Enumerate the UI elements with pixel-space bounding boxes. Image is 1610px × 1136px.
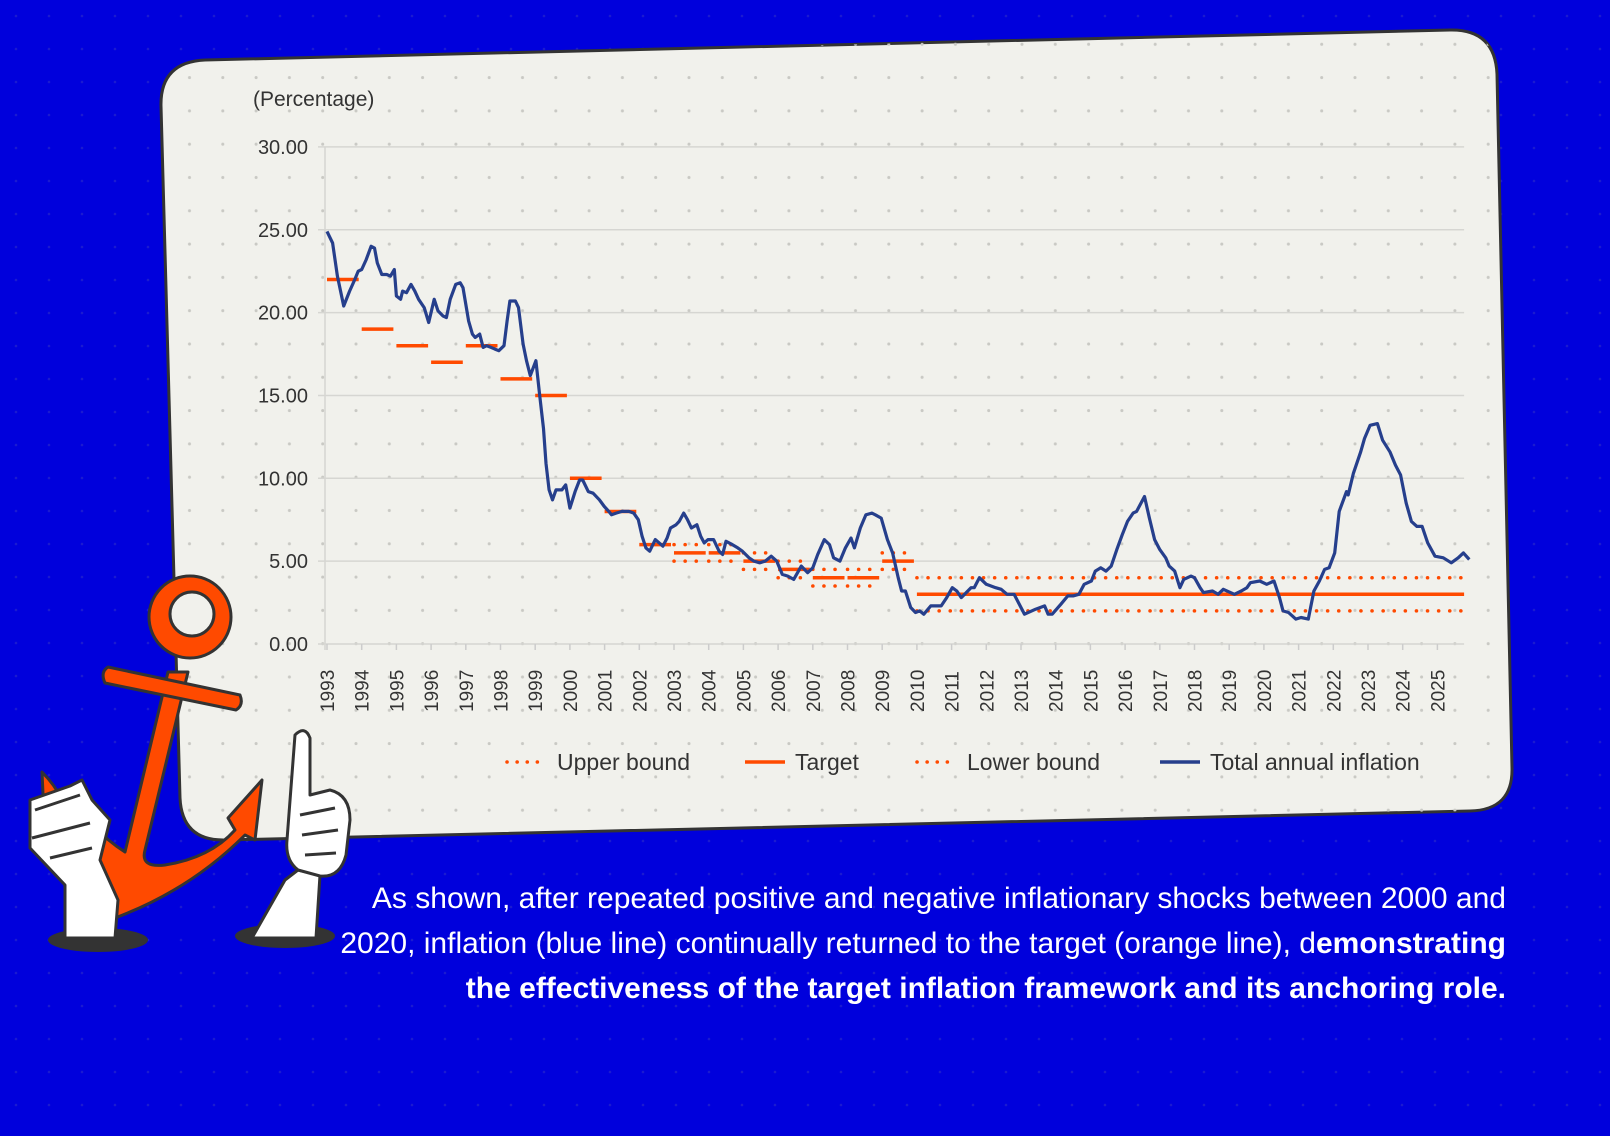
x-tick-label: 2021 — [1290, 670, 1311, 712]
x-tick-label: 2009 — [873, 670, 894, 712]
x-tick-label: 2020 — [1255, 670, 1276, 712]
x-tick-label: 1994 — [353, 669, 374, 712]
inflation-line — [325, 230, 1471, 621]
x-tick-label: 2000 — [561, 670, 582, 712]
x-tick-label: 1993 — [318, 670, 339, 712]
y-tick-label: 30.00 — [258, 137, 308, 159]
x-tick-label: 2017 — [1151, 670, 1172, 712]
x-tick-label: 1997 — [457, 670, 478, 712]
legend-label: Upper bound — [557, 749, 690, 775]
y-tick-label: 5.00 — [269, 551, 308, 573]
legend-label: Target — [795, 749, 860, 775]
y-tick-label: 20.00 — [258, 303, 308, 325]
x-tick-label: 2016 — [1116, 670, 1137, 712]
x-tick-label: 2012 — [977, 670, 998, 712]
x-tick-label: 2002 — [630, 670, 651, 712]
legend-label: Lower bound — [967, 749, 1100, 775]
x-tick-label: 2024 — [1394, 669, 1415, 712]
x-tick-label: 2004 — [700, 669, 721, 712]
x-tick-label: 2011 — [943, 671, 964, 712]
x-tick-label: 2025 — [1428, 670, 1449, 712]
x-tick-label: 2010 — [908, 670, 929, 712]
caption: As shown, after repeated positive and ne… — [306, 876, 1506, 1011]
x-tick-label: 2008 — [839, 670, 860, 712]
x-tick-label: 2001 — [596, 670, 617, 712]
x-tick-label: 1998 — [492, 670, 513, 712]
x-tick-label: 2006 — [769, 670, 790, 712]
caption-normal: As shown, after repeated positive and ne… — [340, 882, 1506, 960]
x-tick-label: 2007 — [804, 670, 825, 712]
x-tick-label: 2013 — [1012, 670, 1033, 712]
legend-label: Total annual inflation — [1210, 749, 1420, 775]
x-tick-label: 2015 — [1081, 670, 1102, 712]
caption-bold: emonstrating the effectiveness of the ta… — [465, 927, 1506, 1005]
thumbs-up-icon — [250, 729, 352, 940]
y-axis-label: (Percentage) — [253, 88, 375, 111]
x-tick-label: 1999 — [526, 670, 547, 712]
x-tick-label: 2019 — [1220, 670, 1241, 712]
y-tick-label: 25.00 — [258, 220, 308, 242]
x-tick-label: 2022 — [1324, 670, 1345, 712]
x-tick-label: 1996 — [422, 670, 443, 712]
y-tick-label: 0.00 — [269, 634, 308, 656]
y-tick-label: 10.00 — [258, 468, 308, 490]
x-tick-label: 2018 — [1186, 670, 1207, 712]
y-tick-label: 15.00 — [258, 385, 308, 407]
x-tick-label: 2014 — [1047, 669, 1068, 712]
hand-holding-icon — [28, 778, 120, 940]
x-tick-label: 2023 — [1359, 670, 1380, 712]
x-tick-label: 2003 — [665, 670, 686, 712]
x-tick-label: 1995 — [387, 670, 408, 712]
x-tick-label: 2005 — [734, 670, 755, 712]
